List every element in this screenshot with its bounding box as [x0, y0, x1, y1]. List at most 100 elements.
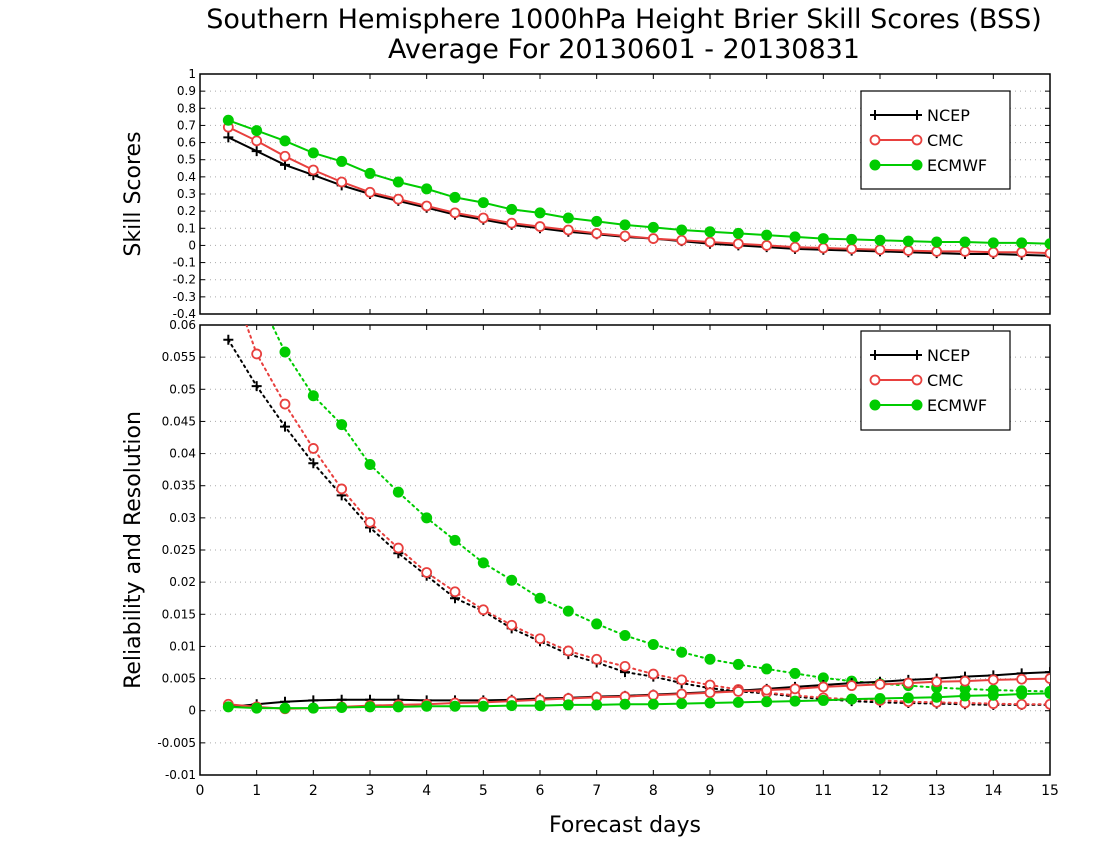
y-tick-label: 0.6 — [177, 136, 196, 150]
series-cmc-resolution-point — [647, 689, 659, 701]
y-tick-label: -0.3 — [173, 290, 196, 304]
series-ecmwf-reliability-point — [307, 390, 319, 402]
series-cmc-resolution-point — [732, 686, 744, 697]
series-ecmwf-reliability-point — [591, 618, 603, 630]
series-cmc-reliability-point — [676, 674, 688, 686]
series-cmc-point — [506, 217, 518, 229]
series-cmc-resolution-point — [902, 677, 914, 689]
legend-label-ecmwf: ECMWF — [927, 156, 987, 175]
series-ecmwf-resolution-point — [874, 693, 886, 704]
x-tick-label: 0 — [196, 783, 205, 799]
x-tick-label: 6 — [536, 783, 545, 799]
series-cmc-resolution-point — [874, 678, 886, 690]
series-cmc-reliability-point — [534, 633, 546, 645]
legend-marker-ecmwf — [911, 399, 923, 411]
series-cmc-reliability-point — [449, 586, 461, 598]
y-tick-label: -0.1 — [173, 256, 196, 270]
series-ecmwf-resolution-point — [1016, 688, 1028, 700]
legend-marker-cmc — [869, 134, 881, 146]
series-ecmwf-reliability-line — [270, 325, 1050, 693]
x-tick-label: 2 — [309, 783, 318, 799]
legend-marker-cmc — [911, 134, 923, 146]
series-ecmwf-point — [874, 234, 886, 246]
series-ecmwf-point — [307, 147, 319, 159]
chart-title: Southern Hemisphere 1000hPa Height Brier… — [206, 4, 1042, 35]
x-tick-label: 3 — [366, 783, 375, 799]
series-ecmwf-resolution-point — [761, 696, 773, 708]
series-ecmwf-resolution-point — [449, 700, 461, 712]
series-cmc-point — [591, 228, 603, 239]
series-cmc-reliability-point — [562, 645, 574, 657]
series-cmc-point — [676, 234, 688, 246]
series-ecmwf-reliability-point — [506, 574, 518, 586]
series-cmc-point — [789, 241, 801, 253]
series-ecmwf-reliability-point — [761, 663, 773, 675]
series-ecmwf-point — [392, 176, 404, 188]
plot-frame — [199, 324, 1051, 776]
series-ecmwf-resolution-point — [534, 700, 546, 712]
series-ecmwf-point — [676, 224, 688, 236]
series-ecmwf-resolution-point — [676, 698, 688, 710]
y-tick-label: 0.8 — [177, 101, 196, 115]
series-ecmwf-reliability-point — [619, 630, 631, 641]
y-axis-label: Reliability and Resolution — [121, 411, 146, 689]
series-ecmwf-reliability-point — [392, 486, 404, 498]
series-ecmwf-resolution-point — [987, 689, 999, 701]
series-cmc-reliability-point — [279, 398, 291, 410]
y-axis-label: Skill Scores — [121, 131, 146, 256]
series-ecmwf-point — [959, 236, 971, 248]
legend-marker-ecmwf — [869, 399, 881, 411]
series-cmc-resolution-point — [761, 684, 773, 696]
series-cmc-point — [959, 246, 971, 257]
series-ecmwf-resolution-point — [704, 697, 716, 709]
series-ecmwf-reliability-point — [477, 557, 489, 569]
series-ecmwf-point — [336, 155, 348, 167]
series-ecmwf-point — [534, 207, 546, 219]
series-ecmwf-point — [817, 233, 829, 245]
y-tick-label: 0.015 — [162, 607, 196, 621]
series-cmc-resolution-point — [846, 680, 858, 692]
y-tick-label: 0.01 — [169, 639, 196, 653]
series-cmc-point — [874, 244, 886, 256]
series-ecmwf-point — [591, 215, 603, 227]
series-ecmwf-resolution-point — [251, 702, 263, 714]
series-ecmwf-point — [761, 229, 773, 241]
series-ecmwf-resolution-point — [279, 702, 291, 714]
series-ecmwf-reliability-point — [421, 512, 433, 524]
series-ncep-reliability-point — [251, 381, 262, 392]
series-ecmwf-reliability-point — [789, 667, 801, 679]
series-ecmwf-resolution-point — [562, 699, 574, 711]
series-cmc-resolution-point — [676, 688, 688, 700]
x-tick-label: 14 — [984, 783, 1002, 799]
series-ecmwf-resolution-point — [336, 702, 348, 713]
series-cmc-point — [931, 246, 943, 257]
y-tick-label: 0.5 — [177, 153, 196, 167]
series-cmc-point — [279, 150, 291, 162]
series-ecmwf-resolution-point — [477, 700, 489, 712]
legend-marker-ncep — [870, 110, 880, 120]
x-tick-label: 7 — [592, 783, 601, 799]
series-ecmwf-resolution-point — [619, 698, 631, 710]
y-tick-label: 0.005 — [162, 672, 196, 686]
series-ecmwf-reliability-point — [223, 224, 233, 234]
series-ncep-reliability-point — [223, 334, 234, 345]
legend-label-ncep: NCEP — [927, 346, 970, 365]
series-cmc-point — [392, 193, 404, 205]
series-ncep-reliability-point — [280, 421, 290, 432]
y-tick-label: 0.3 — [177, 187, 196, 201]
series-ecmwf-point — [222, 114, 234, 126]
series-cmc-reliability-point — [364, 516, 376, 528]
series-ecmwf-point — [364, 167, 376, 179]
legend-label-ncep: NCEP — [927, 106, 970, 125]
x-tick-label: 5 — [479, 783, 488, 799]
series-cmc-reliability-point — [591, 653, 603, 665]
series-ecmwf-point — [619, 219, 631, 231]
series-ecmwf-point — [477, 197, 489, 209]
series-ecmwf-point — [562, 212, 574, 224]
series-cmc-reliability-point — [647, 668, 659, 680]
plot-frame — [199, 73, 1051, 315]
series-cmc-reliability-point — [506, 619, 518, 631]
series-ncep-point — [251, 146, 262, 157]
series-cmc-reliability-point — [392, 542, 404, 554]
series-cmc-resolution-point — [789, 683, 801, 695]
